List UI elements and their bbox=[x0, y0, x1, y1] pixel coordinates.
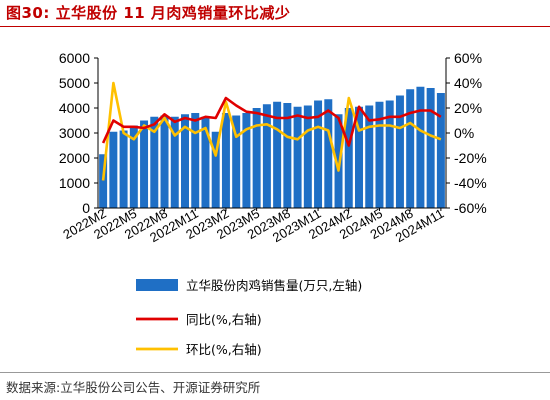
bar-2023M7 bbox=[273, 101, 282, 208]
bar-2024M4 bbox=[365, 105, 374, 208]
bar-2023M12 bbox=[324, 99, 333, 208]
bar-2024M6 bbox=[385, 100, 394, 208]
bar-2024M7 bbox=[395, 95, 404, 208]
bar-2023M5 bbox=[252, 108, 261, 208]
bar-2024M10 bbox=[426, 88, 435, 208]
bar-2022M2 bbox=[99, 154, 108, 208]
source-divider bbox=[0, 372, 550, 373]
left-tick-label: 1000 bbox=[59, 175, 90, 191]
left-tick-label: 0 bbox=[82, 200, 90, 216]
bar-2024M8 bbox=[406, 89, 415, 208]
bar-2022M12 bbox=[201, 116, 210, 208]
axes: 0 1000 2000 3000 4000 5000 6000 -60% -40% -20% 0% 2… bbox=[59, 50, 487, 245]
bar-2023M2 bbox=[221, 113, 230, 208]
bar-2023M9 bbox=[293, 106, 302, 208]
bar-2023M8 bbox=[283, 103, 292, 208]
bar-2024M9 bbox=[416, 86, 425, 208]
bar-2022M8 bbox=[160, 115, 169, 208]
figure-title-text: 立华股份 11 月肉鸡销量环比减少 bbox=[55, 4, 291, 22]
bar-2022M9 bbox=[170, 116, 179, 208]
bar-2022M3 bbox=[109, 131, 118, 208]
bar-2024M11 bbox=[436, 93, 445, 208]
left-tick-label: 2000 bbox=[59, 150, 90, 166]
line-series bbox=[101, 81, 442, 181]
right-tick-label: -40% bbox=[454, 175, 487, 191]
right-tick-label: 60% bbox=[454, 50, 482, 66]
right-tick-label: -60% bbox=[454, 200, 487, 216]
right-tick-label: 40% bbox=[454, 75, 482, 91]
yoy-line bbox=[101, 96, 442, 147]
legend-label: 同比(%,右轴) bbox=[186, 312, 262, 327]
figure-label: 图30: bbox=[6, 4, 50, 22]
title-divider bbox=[0, 26, 550, 27]
left-tick-label: 5000 bbox=[59, 75, 90, 91]
mom-line bbox=[101, 81, 442, 181]
legend: 立华股份肉鸡销售量(万只,左轴) 同比(%,右轴) 环比(%,右轴) bbox=[136, 278, 362, 357]
legend-label: 立华股份肉鸡销售量(万只,左轴) bbox=[186, 278, 362, 293]
bar-2022M6 bbox=[140, 120, 149, 208]
bar-2022M11 bbox=[191, 113, 200, 208]
figure-title: 图30: 立华股份 11 月肉鸡销量环比减少 bbox=[6, 2, 290, 23]
right-tick-label: 0% bbox=[454, 125, 474, 141]
legend-label: 环比(%,右轴) bbox=[186, 342, 262, 357]
legend-swatch-bar bbox=[136, 279, 178, 291]
bar-2023M11 bbox=[314, 100, 323, 208]
bar-series bbox=[99, 86, 445, 208]
right-tick-label: -20% bbox=[454, 150, 487, 166]
bar-2024M5 bbox=[375, 101, 384, 208]
source-note: 数据来源:立华股份公司公告、开源证券研究所 bbox=[6, 380, 261, 395]
bar-2022M4 bbox=[119, 130, 128, 208]
bar-2023M6 bbox=[262, 104, 271, 208]
bar-2023M1 bbox=[211, 131, 220, 208]
bar-2024M2 bbox=[344, 108, 353, 208]
bar-2022M10 bbox=[181, 114, 189, 208]
bar-2024M3 bbox=[355, 106, 363, 208]
right-tick-label: 20% bbox=[454, 100, 482, 116]
bar-2022M5 bbox=[129, 125, 138, 208]
bar-2023M3 bbox=[232, 115, 241, 208]
left-tick-label: 4000 bbox=[59, 100, 90, 116]
bar-2023M10 bbox=[303, 105, 312, 208]
bar-2022M7 bbox=[150, 116, 159, 208]
bar-2023M4 bbox=[242, 113, 251, 208]
left-tick-label: 3000 bbox=[59, 125, 90, 141]
sales-chart: 0 1000 2000 3000 4000 5000 6000 -60% -40% -20% 0% 2… bbox=[59, 50, 487, 357]
left-tick-label: 6000 bbox=[59, 50, 90, 66]
